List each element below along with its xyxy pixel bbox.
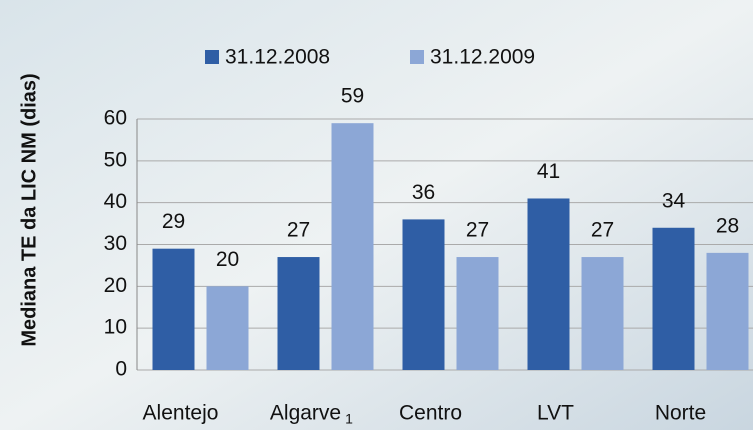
x-tick-label: Algarve	[270, 402, 341, 425]
x-tick-label: LVT	[537, 402, 574, 425]
value-label: 41	[537, 160, 560, 183]
y-tick-label: 50	[104, 148, 127, 171]
page: Mediana TE da LIC NM (dias) 0 10 20 30 40 50 6…	[0, 0, 753, 430]
y-tick-label: 60	[104, 107, 127, 130]
bar	[457, 257, 499, 370]
value-label: 29	[162, 210, 185, 233]
x-tick-label: Alentejo	[143, 402, 219, 425]
x-tick-label: Centro	[399, 402, 462, 425]
y-tick-label: 20	[104, 274, 127, 297]
legend-label: 31.12.2009	[430, 46, 535, 69]
bar	[582, 257, 624, 370]
legend-swatch	[205, 50, 219, 64]
bar	[278, 257, 320, 370]
background	[0, 0, 753, 430]
bar	[207, 286, 249, 370]
bar	[653, 228, 695, 370]
x-tick-label: Norte	[655, 402, 706, 425]
y-tick-label: 10	[104, 316, 127, 339]
bar	[403, 219, 445, 370]
value-label: 20	[216, 248, 239, 271]
value-label: 28	[716, 214, 739, 237]
footnote-marker: 1	[345, 411, 353, 427]
legend-swatch	[410, 50, 424, 64]
value-label: 27	[591, 219, 614, 242]
y-tick-label: 30	[104, 232, 127, 255]
value-label: 59	[341, 85, 364, 108]
chart: Mediana TE da LIC NM (dias) 0 10 20 30 40 50 6…	[0, 0, 753, 430]
value-label: 27	[287, 219, 310, 242]
value-label: 36	[412, 181, 435, 204]
bar	[528, 198, 570, 370]
y-tick-label: 40	[104, 190, 127, 213]
value-label: 27	[466, 219, 489, 242]
legend-label: 31.12.2008	[225, 46, 330, 69]
bar	[332, 123, 374, 370]
y-tick-label: 0	[115, 358, 127, 381]
bar	[153, 249, 195, 370]
value-label: 34	[662, 189, 686, 212]
bar	[707, 253, 749, 370]
y-axis-label: Mediana TE da LIC NM (dias)	[18, 73, 40, 346]
